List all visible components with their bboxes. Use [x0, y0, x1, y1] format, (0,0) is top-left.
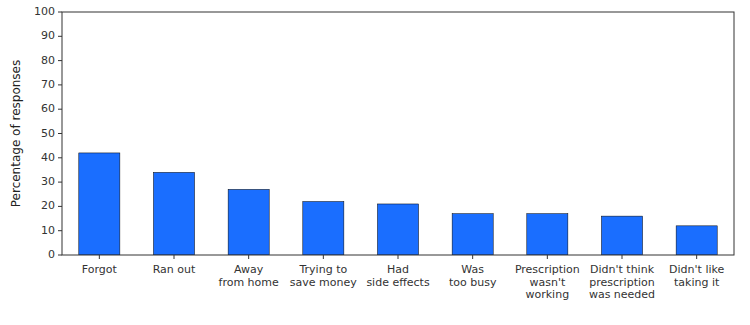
bars — [79, 153, 717, 255]
y-tick — [58, 109, 62, 110]
y-tick — [58, 255, 62, 256]
x-tick-label-line: Didn't think — [590, 263, 655, 276]
x-tick — [622, 255, 623, 259]
y-tick — [58, 12, 62, 13]
x-tick — [323, 255, 324, 259]
x-tick-label-line: wasn't — [529, 276, 565, 289]
x-tick-label-line: working — [526, 288, 570, 301]
x-tick-label: Wastoo busy — [449, 263, 497, 289]
bar — [452, 214, 493, 255]
y-tick — [58, 206, 62, 207]
bar — [601, 216, 642, 255]
y-tick — [58, 157, 62, 158]
x-tick-label: Ran out — [153, 263, 196, 276]
x-tick — [472, 255, 473, 259]
y-tick-label: 90 — [41, 29, 55, 42]
chart-container: 0 10 20 30 40 50 60 70 80 90 100 Percentage of resp… — [0, 0, 750, 325]
y-tick-label: 40 — [41, 151, 55, 164]
y-tick — [58, 60, 62, 61]
y-axis: 0 10 20 30 40 50 60 70 80 90 100 — [34, 5, 62, 261]
x-tick — [248, 255, 249, 259]
y-tick-label: 0 — [48, 248, 55, 261]
y-tick-label: 70 — [41, 78, 55, 91]
x-tick-label: Didn't thinkprescriptionwas needed — [589, 263, 655, 301]
bar — [676, 226, 717, 255]
y-tick-label: 80 — [41, 54, 55, 67]
y-tick — [58, 84, 62, 85]
x-tick-label-line: from home — [219, 276, 280, 289]
y-tick — [58, 133, 62, 134]
x-tick-label-line: Didn't like — [669, 263, 724, 276]
x-axis: Forgot Ran out Awayfrom home Trying tosave … — [82, 255, 725, 301]
bar — [153, 172, 194, 255]
y-tick-label: 100 — [34, 5, 55, 18]
x-tick — [398, 255, 399, 259]
y-tick — [58, 230, 62, 231]
x-tick-label-line: save money — [290, 276, 357, 289]
y-tick — [58, 182, 62, 183]
x-tick-label-line: Prescription — [515, 263, 580, 276]
x-tick-label-line: Forgot — [82, 263, 118, 276]
plot-frame — [62, 12, 734, 255]
x-tick-label-line: was needed — [589, 288, 655, 301]
x-tick-label: Prescriptionwasn'tworking — [515, 263, 580, 301]
x-tick — [696, 255, 697, 259]
x-tick-label-line: Was — [461, 263, 484, 276]
y-tick-label: 20 — [41, 199, 55, 212]
x-tick-label-line: Trying to — [298, 263, 347, 276]
bar — [527, 214, 568, 255]
x-tick — [174, 255, 175, 259]
x-tick-label-line: Had — [387, 263, 409, 276]
x-tick — [99, 255, 100, 259]
chart-svg: 0 10 20 30 40 50 60 70 80 90 100 Percentage of resp… — [0, 0, 750, 325]
y-tick-label: 30 — [41, 175, 55, 188]
bar — [228, 189, 269, 255]
bar — [377, 204, 418, 255]
x-tick — [547, 255, 548, 259]
y-tick-label: 60 — [41, 102, 55, 115]
x-tick-label-line: Away — [234, 263, 264, 276]
x-tick-label-line: prescription — [589, 276, 654, 289]
x-tick-label-line: Ran out — [153, 263, 196, 276]
bar — [79, 153, 120, 255]
x-tick-label: Forgot — [82, 263, 118, 276]
y-tick-label: 10 — [41, 224, 55, 237]
x-tick-label: Didn't liketaking it — [669, 263, 724, 289]
x-tick-label: Awayfrom home — [219, 263, 280, 289]
y-axis-label: Percentage of responses — [9, 60, 23, 207]
x-tick-label-line: too busy — [449, 276, 497, 289]
y-tick-label: 50 — [41, 127, 55, 140]
bar — [303, 202, 344, 255]
x-tick-label: Trying tosave money — [290, 263, 357, 289]
x-tick-label-line: side effects — [366, 276, 430, 289]
x-tick-label: Hadside effects — [366, 263, 430, 289]
y-tick — [58, 36, 62, 37]
x-tick-label-line: taking it — [674, 276, 720, 289]
